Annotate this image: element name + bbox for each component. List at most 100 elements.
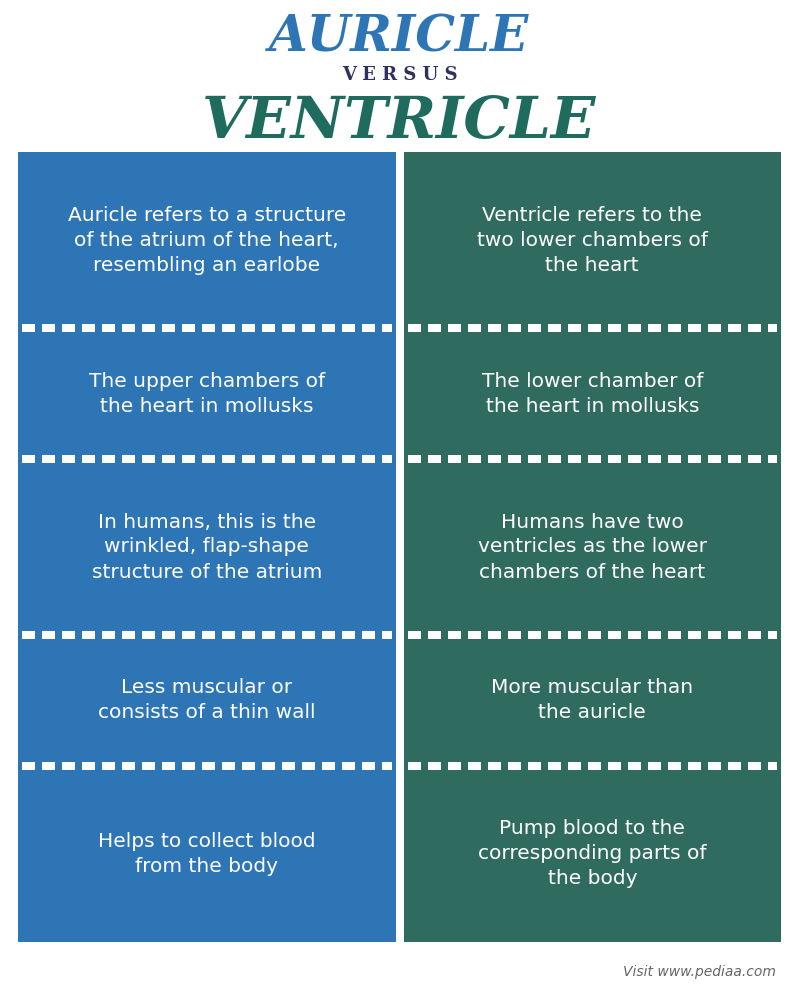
Bar <box>748 762 761 770</box>
Bar <box>182 324 195 332</box>
Bar <box>182 455 195 463</box>
Bar <box>362 455 375 463</box>
Bar <box>707 455 721 463</box>
Bar <box>403 629 781 641</box>
Bar <box>322 324 335 332</box>
Bar <box>403 322 781 334</box>
Bar <box>382 631 392 639</box>
Bar <box>567 324 581 332</box>
Bar <box>768 455 777 463</box>
Bar <box>142 631 155 639</box>
Bar <box>607 631 621 639</box>
Text: More muscular than
the auricle: More muscular than the auricle <box>491 679 694 722</box>
Bar <box>362 762 375 770</box>
Bar <box>18 629 396 641</box>
Bar <box>667 631 681 639</box>
Bar <box>527 324 540 332</box>
Bar <box>262 324 275 332</box>
Bar <box>222 762 235 770</box>
Bar <box>728 324 741 332</box>
Bar <box>18 152 396 942</box>
Bar <box>507 455 520 463</box>
Bar <box>707 631 721 639</box>
Bar <box>22 324 35 332</box>
Bar <box>447 324 460 332</box>
Bar <box>162 324 175 332</box>
Bar <box>407 324 420 332</box>
Bar <box>142 455 155 463</box>
Bar <box>222 631 235 639</box>
Bar <box>182 631 195 639</box>
Bar <box>403 759 781 772</box>
Bar <box>22 762 35 770</box>
Bar <box>42 762 55 770</box>
Bar <box>567 762 581 770</box>
Bar <box>587 631 601 639</box>
Text: Pump blood to the
corresponding parts of
the body: Pump blood to the corresponding parts of… <box>478 820 706 888</box>
Bar <box>122 324 135 332</box>
Text: Humans have two
ventricles as the lower
chambers of the heart: Humans have two ventricles as the lower … <box>478 512 707 581</box>
Bar <box>242 324 255 332</box>
Bar <box>487 762 500 770</box>
Bar <box>302 762 315 770</box>
Bar <box>507 324 520 332</box>
Bar <box>242 762 255 770</box>
Bar <box>607 455 621 463</box>
Bar <box>403 453 781 465</box>
Bar <box>242 455 255 463</box>
Text: The lower chamber of
the heart in mollusks: The lower chamber of the heart in mollus… <box>482 371 703 416</box>
Bar <box>768 762 777 770</box>
Bar <box>202 455 215 463</box>
Bar <box>22 455 35 463</box>
Bar <box>647 324 661 332</box>
Bar <box>322 631 335 639</box>
Bar <box>102 631 115 639</box>
Bar <box>527 455 540 463</box>
Bar <box>487 631 500 639</box>
Bar <box>396 152 403 942</box>
Bar <box>527 762 540 770</box>
Bar <box>547 631 561 639</box>
Bar <box>403 152 781 942</box>
Bar <box>122 455 135 463</box>
Bar <box>342 631 355 639</box>
Bar <box>62 631 75 639</box>
Bar <box>342 324 355 332</box>
Bar <box>102 324 115 332</box>
Bar <box>302 324 315 332</box>
Bar <box>507 762 520 770</box>
Bar <box>687 455 701 463</box>
Bar <box>547 455 561 463</box>
Bar <box>467 631 480 639</box>
Bar <box>728 455 741 463</box>
Bar <box>687 324 701 332</box>
Bar <box>447 455 460 463</box>
Bar <box>182 762 195 770</box>
Bar <box>202 631 215 639</box>
Bar <box>382 455 392 463</box>
Bar <box>18 322 396 334</box>
Bar <box>467 455 480 463</box>
Bar <box>262 631 275 639</box>
Bar <box>728 762 741 770</box>
Bar <box>282 631 295 639</box>
Bar <box>62 324 75 332</box>
Bar <box>162 762 175 770</box>
Bar <box>142 324 155 332</box>
Bar <box>607 324 621 332</box>
Text: AURICLE: AURICLE <box>269 14 530 62</box>
Bar <box>748 324 761 332</box>
Text: Less muscular or
consists of a thin wall: Less muscular or consists of a thin wall <box>98 679 316 722</box>
Bar <box>487 455 500 463</box>
Bar <box>567 455 581 463</box>
Bar <box>342 762 355 770</box>
Bar <box>202 762 215 770</box>
Bar <box>302 631 315 639</box>
Bar <box>42 631 55 639</box>
Bar <box>102 762 115 770</box>
Bar <box>122 762 135 770</box>
Bar <box>748 631 761 639</box>
Bar <box>142 762 155 770</box>
Bar <box>262 762 275 770</box>
Bar <box>527 631 540 639</box>
